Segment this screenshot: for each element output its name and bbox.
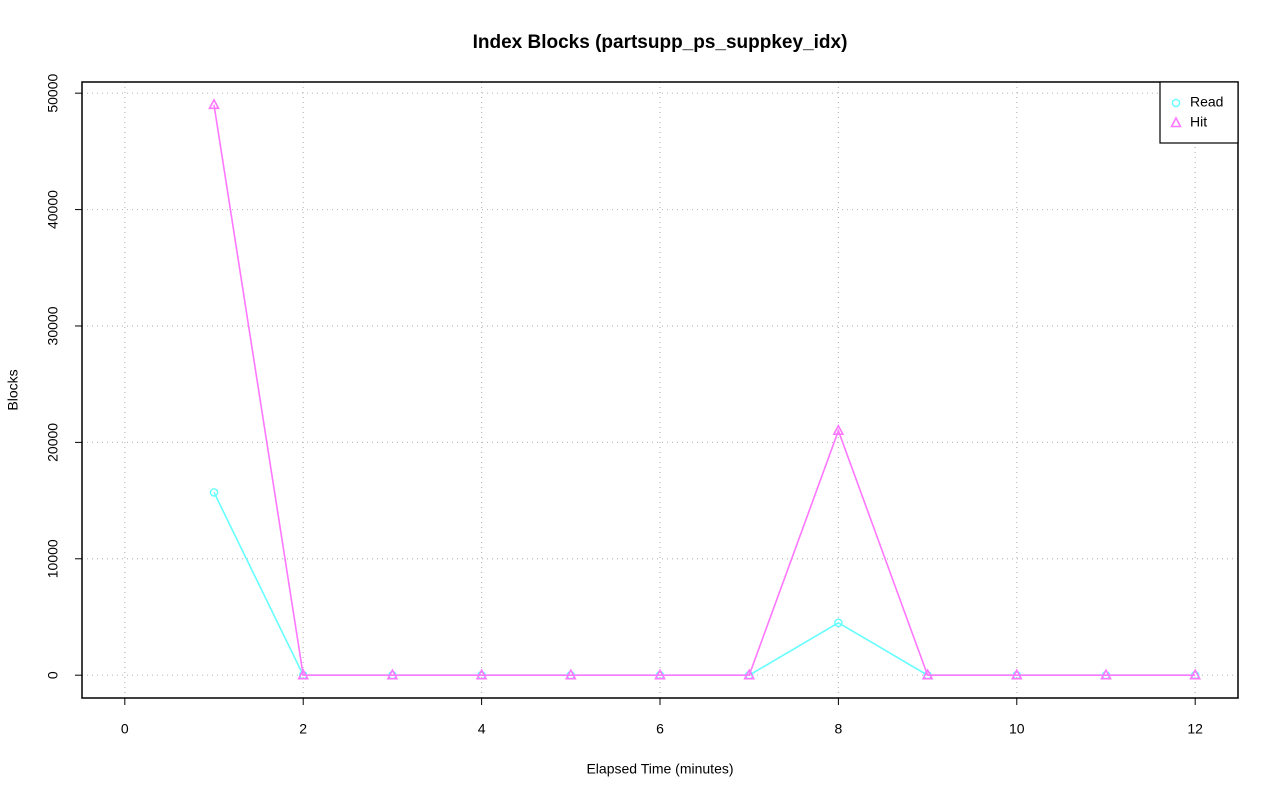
data-point <box>297 668 310 680</box>
y-tick-label: 10000 <box>45 539 61 578</box>
x-tick-label: 0 <box>121 721 129 737</box>
x-tick-label: 6 <box>656 721 664 737</box>
data-point <box>208 98 220 110</box>
y-tick-label: 20000 <box>45 423 61 462</box>
data-point <box>386 668 399 680</box>
legend-label: Hit <box>1190 114 1207 130</box>
x-tick-label: 2 <box>299 721 307 737</box>
data-point <box>743 668 756 680</box>
data-point <box>209 488 219 497</box>
series-line <box>213 492 1196 676</box>
x-tick-label: 12 <box>1187 721 1203 737</box>
y-axis-label: Blocks <box>5 369 21 410</box>
data-point <box>654 668 666 680</box>
data-point <box>834 618 843 628</box>
legend-marker <box>1171 98 1181 108</box>
data-point <box>1100 668 1112 680</box>
legend-marker <box>1170 116 1182 128</box>
data-point <box>1189 668 1202 680</box>
y-tick-label: 0 <box>45 671 61 679</box>
legend-label: Read <box>1190 94 1223 110</box>
x-tick-label: 8 <box>834 721 842 737</box>
y-tick-label: 30000 <box>45 306 61 345</box>
data-point <box>564 668 577 680</box>
data-point <box>1010 668 1023 680</box>
series-line <box>213 104 1196 676</box>
x-axis-label: Elapsed Time (minutes) <box>586 761 733 777</box>
y-tick-label: 40000 <box>45 190 61 229</box>
data-point <box>921 668 934 680</box>
data-point <box>832 424 845 436</box>
chart-title: Index Blocks (partsupp_ps_suppkey_idx) <box>473 32 848 53</box>
data-point <box>475 668 488 680</box>
y-tick-label: 50000 <box>45 73 61 112</box>
x-tick-label: 10 <box>1009 721 1025 737</box>
x-tick-label: 4 <box>478 721 486 737</box>
legend-box <box>1159 81 1239 144</box>
plot-frame <box>81 81 1239 699</box>
